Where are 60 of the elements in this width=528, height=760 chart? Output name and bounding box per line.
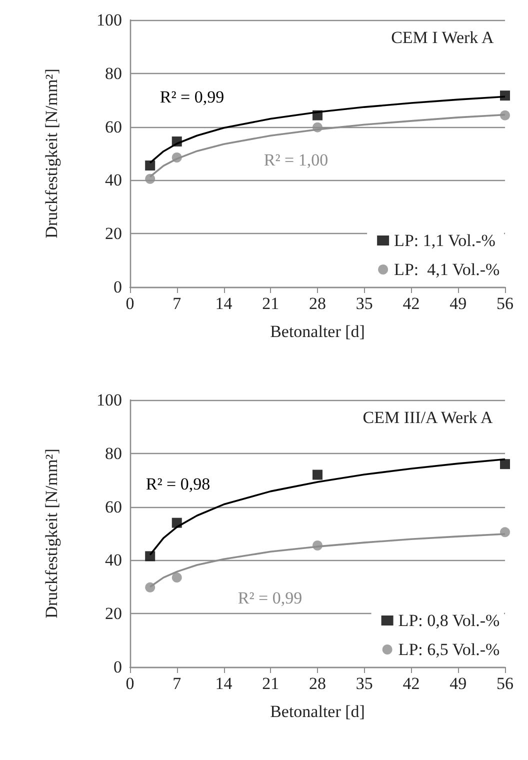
legend-label: LP: 6,5 Vol.-% (398, 640, 500, 659)
y-tick-label: 60 (105, 117, 122, 136)
x-tick-label: 28 (309, 294, 326, 313)
point (312, 540, 322, 551)
x-tick-label: 42 (402, 674, 420, 693)
x-tick-label: 28 (309, 674, 326, 693)
x-tick-label: 0 (126, 294, 134, 313)
point (312, 470, 322, 480)
y-tick-label: 100 (96, 10, 122, 30)
y-tick-label: 80 (105, 64, 122, 83)
annotation: R² = 0,99 (160, 88, 224, 106)
point (172, 152, 182, 162)
x-tick-label: 49 (450, 674, 467, 693)
text: CEM I Werk A (391, 28, 494, 47)
point (145, 582, 156, 592)
x-tick-label: 14 (215, 294, 233, 313)
y-tick-label: 20 (105, 604, 122, 624)
point (500, 459, 510, 470)
y-axis-title: Druckfestigkeit [N/mm²] (42, 68, 61, 238)
y-tick-label: 40 (105, 550, 122, 570)
x-axis-title: Betonalter [d] (270, 322, 365, 341)
point (500, 90, 510, 101)
x-tick-label: 0 (126, 674, 134, 693)
point (172, 136, 182, 146)
annotation: R² = 0,99 (238, 588, 302, 608)
y-tick-label: 0 (114, 278, 122, 296)
y-axis-title: Druckfestigkeit [N/mm²] (42, 448, 61, 618)
y-tick-label: 60 (105, 497, 122, 516)
y-tick-label: 80 (105, 444, 122, 463)
legend-label: LP: 4,1 Vol.-% (394, 260, 500, 279)
x-tick-label: 7 (172, 294, 182, 313)
y-tick-label: 40 (105, 170, 122, 190)
x-tick-label: 7 (172, 674, 182, 693)
point (500, 110, 510, 120)
point (172, 518, 182, 528)
annotation: R² = 0,98 (146, 474, 210, 494)
text: CEM III/A Werk A (362, 408, 494, 427)
x-tick-label: 35 (356, 674, 373, 693)
y-tick-label: 0 (114, 658, 122, 676)
point (312, 122, 322, 132)
x-tick-label: 14 (215, 674, 233, 693)
y-tick-label: 100 (96, 390, 122, 410)
y-tick-label: 20 (105, 224, 122, 244)
x-tick-label: 49 (450, 294, 467, 313)
point (145, 551, 156, 562)
point (172, 572, 182, 583)
point (145, 160, 156, 171)
legend-label: LP: 0,8 Vol.-% (398, 611, 500, 630)
x-axis-title: Betonalter [d] (270, 702, 365, 721)
point (312, 110, 322, 120)
x-tick-label: 21 (262, 674, 280, 693)
point (145, 174, 156, 184)
x-tick-label: 56 (496, 294, 514, 313)
legend-label: LP: 1,1 Vol.-% (394, 231, 496, 250)
x-tick-label: 42 (402, 294, 420, 313)
point (500, 527, 510, 538)
x-tick-label: 35 (356, 294, 373, 313)
annotation: R² = 1,00 (264, 150, 328, 170)
x-tick-label: 56 (496, 674, 514, 693)
x-tick-label: 21 (262, 294, 280, 313)
